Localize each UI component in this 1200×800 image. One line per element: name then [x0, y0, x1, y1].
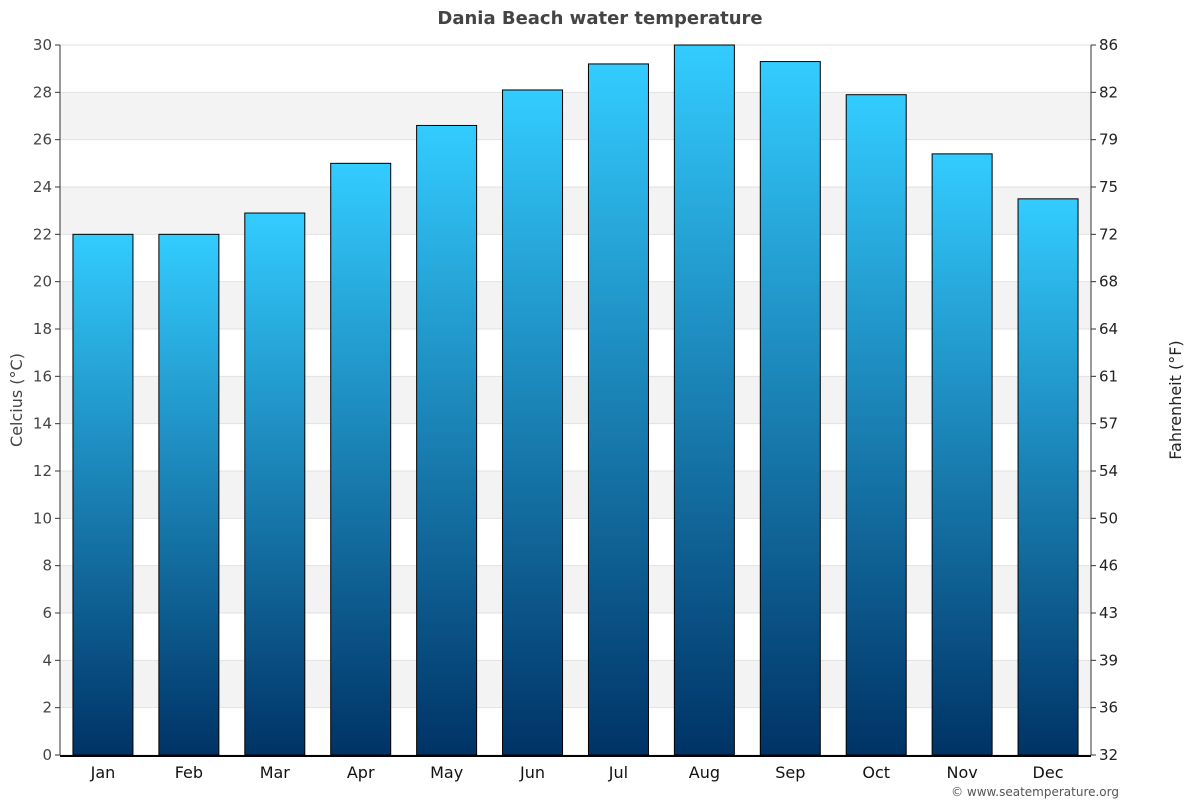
y-tick-label-right: 75	[1099, 178, 1118, 196]
y-axis-label-right: Fahrenheit (°F)	[1166, 340, 1185, 459]
y-tick-label: 30	[33, 36, 52, 54]
bar-may	[416, 124, 478, 756]
x-tick-label: May	[430, 763, 463, 782]
y-tick-label-right: 50	[1099, 509, 1118, 527]
y-tick-label-right: 36	[1099, 699, 1118, 717]
y-tick-label-right: 61	[1099, 367, 1118, 385]
y-tick-label: 4	[42, 651, 52, 669]
y-tick-label-right: 68	[1099, 273, 1118, 291]
bar-jul	[587, 63, 649, 756]
x-tick-label: Dec	[1033, 763, 1064, 782]
x-tick-label: Oct	[862, 763, 890, 782]
y-tick-label-right: 82	[1099, 83, 1118, 101]
x-tick-label: Apr	[347, 763, 375, 782]
x-tick-label: Nov	[947, 763, 978, 782]
y-tick-label-right: 79	[1099, 131, 1118, 149]
y-tick-label-right: 43	[1099, 604, 1118, 622]
y-tick-label: 20	[33, 273, 52, 291]
y-tick-label-right: 54	[1099, 462, 1118, 480]
bar-jun	[502, 89, 564, 756]
x-tick-label: Jul	[608, 763, 628, 782]
x-tick-label: Aug	[689, 763, 720, 782]
y-tick-label-right: 46	[1099, 557, 1118, 575]
y-tick-label: 22	[33, 225, 52, 243]
bar-mar	[244, 212, 306, 756]
y-tick-label: 0	[42, 746, 52, 764]
y-tick-label: 2	[42, 699, 52, 717]
y-tick-label: 18	[33, 320, 52, 338]
bar-sep	[759, 61, 821, 756]
x-tick-label: Jan	[90, 763, 116, 782]
bar-nov	[931, 153, 993, 756]
chart-title: Dania Beach water temperature	[437, 8, 762, 29]
y-tick-label-right: 39	[1099, 651, 1118, 669]
footer-credit[interactable]: © www.seatemperature.org	[951, 785, 1119, 799]
y-tick-label: 6	[42, 604, 52, 622]
y-tick-label: 16	[33, 367, 52, 385]
y-tick-label: 28	[33, 83, 52, 101]
x-tick-label: Feb	[175, 763, 203, 782]
bar-oct	[845, 94, 907, 756]
y-tick-label-right: 57	[1099, 415, 1118, 433]
grid-band	[60, 281, 1091, 329]
y-tick-label: 12	[33, 462, 52, 480]
grid-band	[60, 471, 1091, 519]
y-tick-label-right: 86	[1099, 36, 1118, 54]
bar-aug	[673, 44, 735, 756]
y-tick-label: 14	[33, 415, 52, 433]
bar-jan	[72, 233, 134, 756]
y-tick-label-right: 64	[1099, 320, 1118, 338]
y-tick-label: 24	[33, 178, 52, 196]
x-tick-label: Mar	[260, 763, 291, 782]
grid-band	[60, 660, 1091, 708]
bar-apr	[330, 162, 392, 756]
grid-band	[60, 565, 1091, 613]
x-tick-label: Jun	[519, 763, 545, 782]
grid-band	[60, 187, 1091, 235]
grid-band	[60, 92, 1091, 140]
y-axis-label-left: Celcius (°C)	[7, 353, 26, 447]
y-tick-label-right: 72	[1099, 225, 1118, 243]
y-tick-label: 10	[33, 509, 52, 527]
y-tick-label-right: 32	[1099, 746, 1118, 764]
bar-dec	[1017, 198, 1079, 756]
y-tick-label: 26	[33, 131, 52, 149]
x-tick-label: Sep	[775, 763, 805, 782]
grid-band	[60, 376, 1091, 424]
y-tick-label: 8	[42, 557, 52, 575]
bar-feb	[158, 233, 220, 756]
